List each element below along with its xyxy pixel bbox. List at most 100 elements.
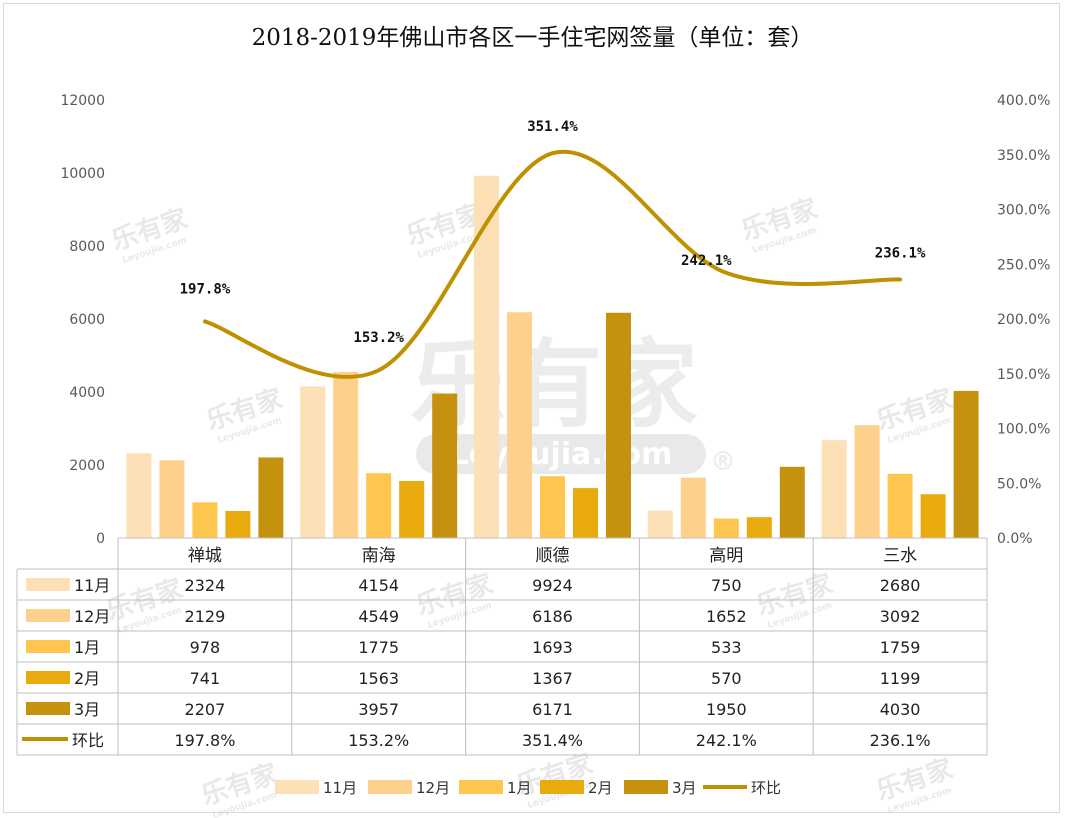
y-tick-label: 2000: [69, 458, 105, 474]
legend-key: [368, 780, 412, 794]
table-series-name: 2月: [74, 669, 100, 688]
table-cell: 4154: [358, 576, 399, 595]
table-cell: 2207: [185, 700, 226, 719]
table-cell: 9924: [532, 576, 573, 595]
category-label: 南海: [362, 546, 396, 566]
bar: [399, 480, 425, 538]
table-cell: 1563: [358, 669, 399, 688]
category-label: 三水: [883, 546, 917, 566]
table-legend-key: [26, 671, 70, 684]
y-tick-label: 10000: [60, 166, 105, 182]
legend: 11月 12月 1月 2月 3月 环比: [275, 779, 781, 797]
table-cell: 4030: [880, 700, 921, 719]
table-legend-key: [26, 702, 70, 715]
y-tick-label: 0: [96, 531, 105, 547]
bar: [713, 518, 739, 538]
table-cell: 351.4%: [522, 731, 583, 750]
table-series-name: 11月: [74, 576, 110, 595]
bar: [573, 488, 598, 538]
bar: [474, 175, 499, 539]
table-cell: 1367: [532, 669, 573, 688]
category-label: 高明: [709, 546, 743, 566]
legend-label: 3月: [672, 779, 697, 797]
y2-tick-label: 50.0%: [997, 476, 1041, 492]
table-cell: 6171: [532, 700, 573, 719]
table-cell: 1199: [880, 669, 921, 688]
category-label: 顺德: [536, 546, 570, 566]
table-cell: 1652: [706, 607, 747, 626]
table-cell: 6186: [532, 607, 573, 626]
legend-key: [459, 780, 503, 794]
y-tick-label: 12000: [60, 93, 105, 109]
bar: [126, 453, 152, 538]
table-series-name: 3月: [74, 700, 100, 719]
legend-key: [275, 780, 319, 794]
y2-tick-label: 100.0%: [997, 422, 1050, 438]
bar: [192, 502, 218, 538]
bar: [680, 477, 706, 538]
bar: [540, 476, 565, 538]
y2-tick-label: 250.0%: [997, 257, 1050, 273]
bar: [854, 425, 880, 538]
watermark-registered: ®: [710, 447, 736, 477]
table-legend-key: [26, 578, 70, 591]
legend-key: [540, 780, 584, 794]
table-cell: 4549: [358, 607, 399, 626]
table-cell: 3957: [358, 700, 399, 719]
table-series-name: 12月: [74, 607, 110, 626]
table-cell: 242.1%: [696, 731, 757, 750]
y2-tick-label: 0.0%: [997, 531, 1033, 547]
table-cell: 978: [190, 638, 221, 657]
y2-tick-label: 300.0%: [997, 203, 1050, 219]
bar: [507, 312, 532, 538]
table-cell: 570: [711, 669, 742, 688]
table-cell: 236.1%: [870, 731, 931, 750]
bar: [953, 390, 979, 538]
bar: [920, 494, 946, 538]
line-data-label: 242.1%: [681, 253, 732, 269]
table-cell: 533: [711, 638, 742, 657]
table-series-name: 1月: [74, 638, 100, 657]
y2-tick-label: 150.0%: [997, 367, 1050, 383]
line-data-label: 153.2%: [353, 330, 404, 346]
bar: [300, 386, 326, 538]
y-tick-label: 8000: [69, 239, 105, 255]
bar: [366, 473, 392, 538]
y2-tick-label: 400.0%: [997, 93, 1050, 109]
table-cell: 1693: [532, 638, 573, 657]
table-cell: 197.8%: [174, 731, 235, 750]
y-tick-label: 6000: [69, 312, 105, 328]
bar: [159, 460, 185, 538]
table-cell: 2680: [880, 576, 921, 595]
bar: [779, 466, 805, 538]
y2-tick-label: 200.0%: [997, 312, 1050, 328]
legend-key: [624, 780, 668, 794]
line-data-label: 197.8%: [180, 281, 231, 297]
legend-label: 11月: [323, 779, 357, 797]
line-data-label: 236.1%: [875, 245, 926, 261]
y-tick-label: 4000: [69, 385, 105, 401]
table-cell: 1759: [880, 638, 921, 657]
bar: [887, 473, 913, 538]
bar: [225, 510, 251, 538]
legend-label: 12月: [416, 779, 450, 797]
legend-label: 1月: [507, 779, 532, 797]
legend-label: 2月: [588, 779, 613, 797]
table-cell: 3092: [880, 607, 921, 626]
bar: [606, 312, 631, 538]
table-series-name: 环比: [72, 731, 104, 750]
bar: [746, 517, 772, 538]
bar: [333, 371, 359, 538]
line-series-huanbi: [202, 149, 903, 379]
bar: [432, 393, 458, 538]
table-legend-key: [26, 640, 70, 653]
watermark-brand: 乐有家: [410, 329, 698, 441]
legend-label: 环比: [751, 779, 781, 797]
